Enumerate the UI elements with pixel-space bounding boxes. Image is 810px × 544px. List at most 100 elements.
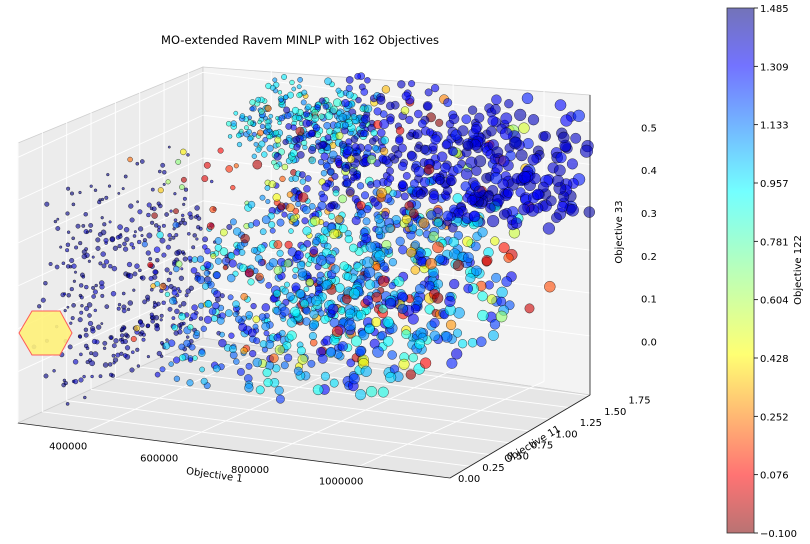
data-point — [249, 106, 255, 112]
data-point — [196, 255, 205, 263]
data-point — [202, 236, 208, 243]
data-point — [80, 304, 84, 308]
data-point — [262, 368, 272, 378]
data-point — [335, 131, 344, 140]
data-point — [492, 163, 503, 174]
data-point — [122, 241, 127, 247]
data-point — [65, 211, 70, 216]
data-point — [78, 190, 82, 195]
data-point — [255, 146, 262, 153]
data-point — [236, 132, 242, 139]
data-point — [98, 374, 103, 379]
data-point — [388, 258, 397, 267]
data-point — [487, 115, 499, 127]
data-point — [147, 261, 154, 268]
data-point — [138, 226, 144, 232]
data-point — [509, 136, 522, 150]
grid-line — [17, 71, 204, 158]
data-point — [404, 201, 414, 211]
colorbar-tick-label: 0.604 — [760, 296, 789, 307]
data-point — [121, 291, 126, 296]
data-point — [70, 191, 74, 196]
data-point — [342, 178, 352, 188]
data-point — [308, 156, 316, 165]
data-point — [291, 282, 301, 292]
data-point — [173, 208, 179, 215]
data-point — [394, 150, 403, 159]
data-point — [311, 295, 322, 306]
colorbar-tick-label: 1.485 — [760, 4, 789, 15]
data-point — [259, 194, 266, 201]
data-point — [179, 184, 185, 190]
data-point — [108, 264, 113, 269]
z-tick-label: 0.3 — [641, 209, 657, 220]
data-point — [302, 307, 311, 315]
data-point — [214, 237, 223, 245]
data-point — [191, 304, 198, 311]
data-point — [471, 124, 481, 135]
data-point — [510, 217, 523, 229]
data-point — [376, 95, 386, 105]
data-point — [186, 379, 194, 387]
data-point — [126, 261, 133, 268]
x-tick-label: 800000 — [231, 465, 269, 476]
data-point — [291, 106, 300, 115]
colorbar-label: Objective 122 — [793, 235, 804, 305]
data-point — [305, 103, 312, 111]
data-point — [410, 265, 420, 275]
data-point — [210, 253, 217, 259]
data-point — [146, 232, 153, 239]
data-point — [61, 261, 66, 266]
data-point — [55, 226, 61, 231]
data-point — [297, 77, 303, 83]
data-point — [180, 148, 187, 156]
data-point — [131, 350, 135, 354]
data-point — [165, 338, 169, 342]
data-point — [104, 195, 109, 200]
data-point — [500, 112, 513, 125]
data-point — [130, 336, 137, 342]
data-point — [227, 273, 236, 283]
data-point — [203, 161, 211, 169]
data-point — [422, 101, 433, 111]
data-point — [323, 122, 331, 130]
data-point — [196, 275, 205, 284]
data-point — [263, 330, 270, 337]
data-point — [154, 223, 159, 228]
data-point — [121, 308, 127, 314]
data-point — [259, 123, 266, 129]
data-point — [217, 147, 224, 154]
data-point — [372, 346, 384, 358]
data-point — [102, 346, 107, 350]
data-point — [226, 121, 232, 127]
data-point — [153, 315, 160, 321]
data-point — [379, 262, 389, 271]
data-point — [532, 188, 544, 200]
data-point — [364, 77, 371, 84]
data-point — [120, 333, 125, 338]
data-point — [307, 129, 316, 138]
data-point — [136, 200, 139, 204]
data-point — [432, 241, 444, 254]
data-point — [152, 269, 158, 275]
data-point — [74, 270, 77, 274]
data-point — [542, 222, 555, 235]
data-point — [362, 217, 371, 226]
data-point — [108, 220, 112, 224]
data-point — [273, 240, 283, 249]
grid-line — [86, 346, 272, 433]
data-point — [498, 155, 510, 167]
data-point — [159, 318, 163, 322]
y-tick-label: 1.50 — [604, 407, 626, 418]
data-point — [328, 213, 335, 220]
data-point — [331, 172, 339, 180]
data-point — [71, 303, 76, 308]
data-point — [173, 265, 180, 273]
data-point — [451, 348, 463, 360]
data-point — [503, 187, 514, 198]
data-point — [363, 266, 376, 278]
data-point — [150, 187, 155, 192]
data-point — [164, 267, 170, 273]
data-point — [124, 236, 130, 242]
z-axis-label: Objective 33 — [614, 200, 625, 263]
